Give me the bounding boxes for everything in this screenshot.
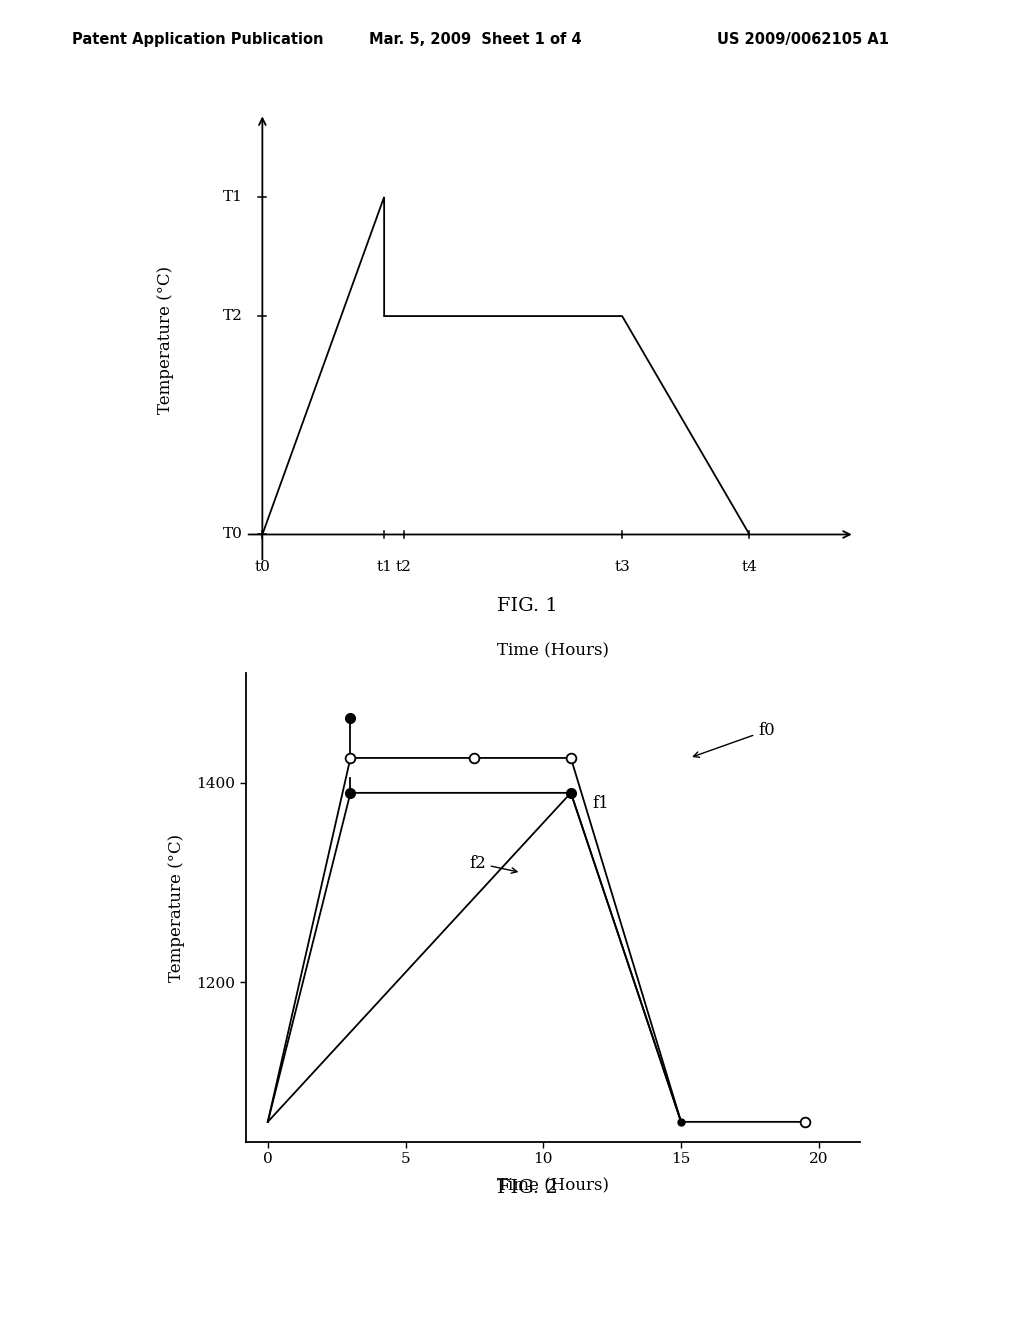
Text: FIG. 1: FIG. 1 xyxy=(497,597,558,615)
Text: T0: T0 xyxy=(223,528,243,541)
Text: Temperature (°C): Temperature (°C) xyxy=(158,265,174,414)
Text: t1: t1 xyxy=(376,560,392,574)
Text: Patent Application Publication: Patent Application Publication xyxy=(72,32,324,46)
Text: f0: f0 xyxy=(693,722,775,758)
Text: t3: t3 xyxy=(614,560,630,574)
Text: f1: f1 xyxy=(593,795,609,812)
Text: FIG. 2: FIG. 2 xyxy=(497,1179,558,1197)
Text: US 2009/0062105 A1: US 2009/0062105 A1 xyxy=(717,32,889,46)
Text: t2: t2 xyxy=(395,560,412,574)
Y-axis label: Temperature (°C): Temperature (°C) xyxy=(168,833,185,982)
Text: T1: T1 xyxy=(223,190,243,203)
Text: Mar. 5, 2009  Sheet 1 of 4: Mar. 5, 2009 Sheet 1 of 4 xyxy=(369,32,582,46)
Text: t0: t0 xyxy=(254,560,270,574)
Text: t4: t4 xyxy=(741,560,758,574)
Text: Time (Hours): Time (Hours) xyxy=(497,642,609,659)
Text: T2: T2 xyxy=(223,309,243,323)
X-axis label: Time (Hours): Time (Hours) xyxy=(497,1177,609,1195)
Text: f2: f2 xyxy=(469,854,517,874)
